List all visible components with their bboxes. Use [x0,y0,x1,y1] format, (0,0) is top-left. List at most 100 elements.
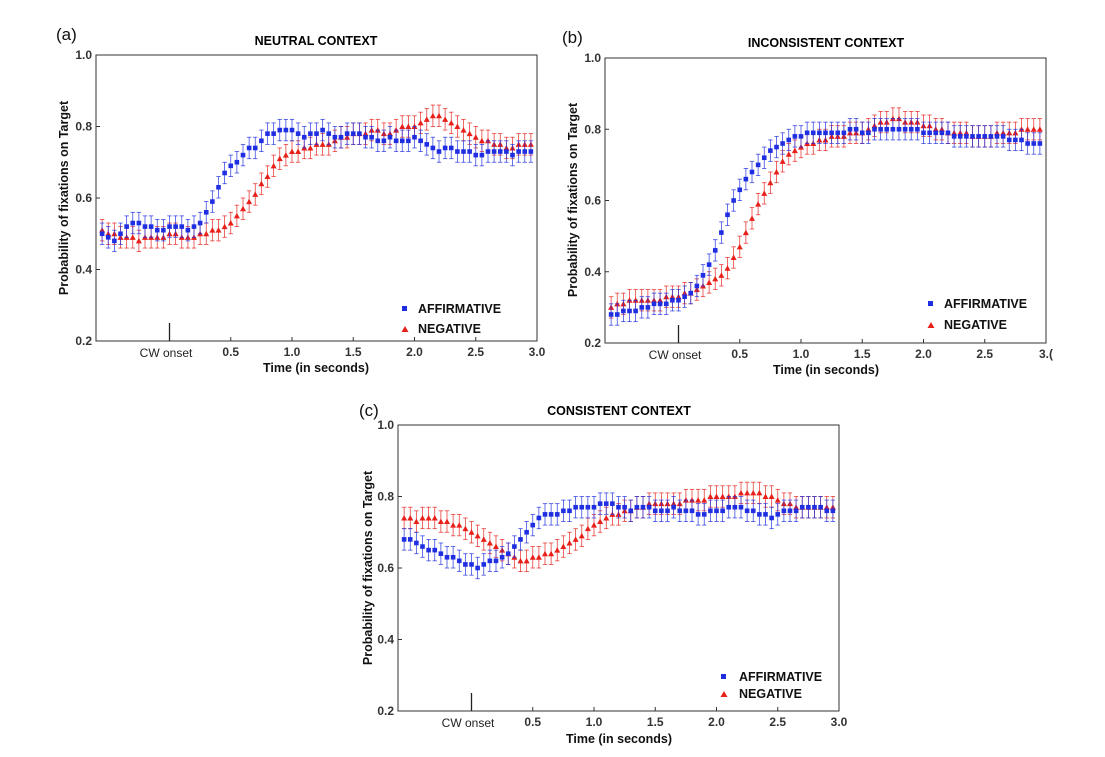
data-point [695,497,702,503]
legend-marker-negative [927,322,935,328]
data-point [994,134,1000,139]
data-point [718,272,725,278]
data-point [222,170,227,176]
data-point [591,522,597,528]
data-point [713,493,720,499]
data-point [535,554,542,560]
data-point [469,562,474,567]
data-point [308,131,313,136]
data-point [781,508,787,514]
data-point [407,537,413,542]
data-point [853,126,859,132]
y-tick-label: 0.8 [377,490,394,504]
data-point [463,562,468,567]
data-point [810,130,816,136]
data-point [560,543,567,550]
data-point [755,162,761,168]
y-tick-label: 0.2 [377,704,394,718]
data-point [136,220,142,226]
data-point [793,508,799,514]
x-axis-label: Time (in seconds) [263,361,369,375]
data-point [780,141,785,146]
data-point [750,508,756,514]
legend-marker-affirmative [928,301,933,306]
data-point [724,265,731,271]
data-point [135,237,142,244]
cw-onset-label: CW onset [649,348,702,362]
data-point [417,119,424,126]
data-point [271,131,276,136]
data-point [450,522,457,528]
data-point [99,231,105,237]
data-point [621,308,626,314]
data-point [161,227,166,233]
data-point [628,508,634,514]
data-point [597,501,603,506]
data-point [812,504,817,510]
data-point [706,262,712,267]
data-point [252,191,259,197]
data-point [112,238,117,244]
legend-marker-affirmative [402,306,407,311]
data-point [216,184,221,190]
data-point [407,514,414,521]
data-point [542,512,548,517]
data-point [841,130,847,136]
data-point [730,254,737,260]
legend: AFFIRMATIVE NEGATIVE [401,302,501,336]
data-point [480,536,487,542]
data-point [431,514,438,521]
data-point [1013,137,1018,143]
data-point [597,518,604,525]
data-point [548,550,555,557]
data-point [277,127,283,133]
data-point [326,131,332,136]
data-point [627,308,632,314]
data-point [130,220,136,226]
data-point [191,224,197,229]
data-point [529,554,536,560]
data-point [939,130,945,136]
data-point [749,169,755,175]
legend-label-negative: NEGATIVE [944,318,1007,332]
legend: AFFIRMATIVE NEGATIVE [927,297,1027,332]
data-point [203,210,209,215]
data-point [436,112,442,119]
data-point [896,126,902,132]
data-point [468,529,475,535]
legend-label-negative: NEGATIVE [739,687,802,701]
data-point [614,312,620,317]
data-point [437,518,444,525]
data-point [240,205,246,212]
data-point [444,518,450,525]
data-point [640,504,646,510]
data-point [646,504,652,510]
data-point [761,190,768,196]
data-point [154,227,160,233]
data-point [915,126,920,132]
data-point [726,504,732,510]
data-point [270,162,277,169]
data-point [486,539,493,546]
data-point [639,305,645,310]
data-point [461,149,466,154]
data-point [933,130,939,136]
data-point [466,130,473,137]
x-tick-label: 1.5 [647,715,664,729]
data-point [567,508,572,514]
data-point [823,130,828,136]
data-point [725,212,730,218]
data-point [921,130,926,136]
data-point [283,127,289,133]
data-point [762,493,769,499]
data-point [264,173,271,180]
data-point [542,550,548,557]
data-point [652,508,658,514]
data-point [173,224,178,229]
panel-title: CONSISTENT CONTEXT [547,404,691,418]
data-point [951,134,957,139]
x-tick-label: 0.5 [222,345,239,359]
data-point [401,514,408,521]
data-point [732,504,738,510]
